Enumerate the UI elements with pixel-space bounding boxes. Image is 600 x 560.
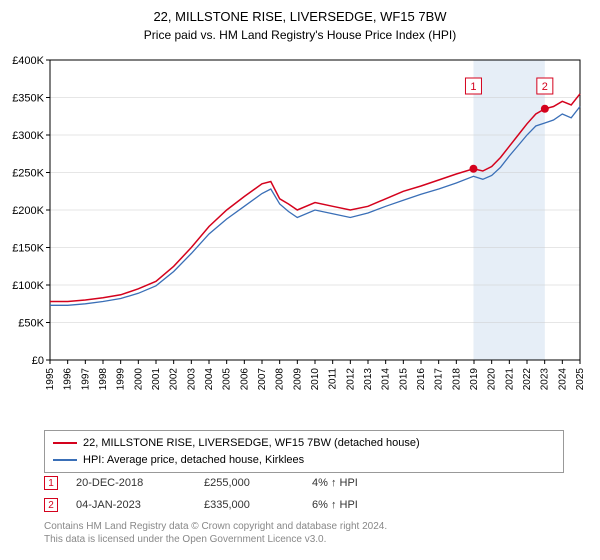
svg-text:£50K: £50K [18, 318, 44, 330]
legend-swatch-1 [53, 442, 77, 444]
svg-text:2023: 2023 [540, 368, 551, 391]
svg-text:2021: 2021 [504, 368, 515, 391]
sale-row: 2 04-JAN-2023 £335,000 6% ↑ HPI [44, 494, 432, 516]
svg-text:1: 1 [470, 81, 476, 93]
svg-text:£350K: £350K [12, 93, 44, 105]
svg-text:2004: 2004 [204, 368, 215, 391]
footer: Contains HM Land Registry data © Crown c… [44, 520, 387, 546]
sale-marker-1: 1 [44, 476, 58, 490]
svg-text:2011: 2011 [328, 368, 339, 390]
svg-text:2017: 2017 [434, 368, 445, 391]
svg-text:2016: 2016 [416, 368, 427, 391]
svg-text:2020: 2020 [487, 368, 498, 391]
sale-price: £335,000 [204, 499, 294, 511]
legend-label: 22, MILLSTONE RISE, LIVERSEDGE, WF15 7BW… [83, 435, 420, 452]
svg-text:£400K: £400K [12, 55, 44, 67]
svg-text:1996: 1996 [63, 368, 74, 391]
svg-text:1997: 1997 [80, 368, 91, 391]
svg-text:2024: 2024 [557, 368, 568, 391]
sale-row: 1 20-DEC-2018 £255,000 4% ↑ HPI [44, 472, 432, 494]
sale-date: 20-DEC-2018 [76, 477, 186, 489]
svg-text:2015: 2015 [398, 368, 409, 391]
svg-text:1999: 1999 [116, 368, 127, 391]
svg-text:2000: 2000 [133, 368, 144, 391]
svg-text:2018: 2018 [451, 368, 462, 391]
svg-text:2025: 2025 [575, 368, 586, 391]
footer-line-2: This data is licensed under the Open Gov… [44, 533, 387, 546]
svg-text:2001: 2001 [151, 368, 162, 391]
sale-price: £255,000 [204, 477, 294, 489]
chart-svg: £0 £50K £100K £150K £200K £250K £300K £350K £400… [0, 50, 600, 430]
svg-text:2022: 2022 [522, 368, 533, 391]
svg-text:2019: 2019 [469, 368, 480, 391]
legend-row: HPI: Average price, detached house, Kirk… [53, 452, 555, 469]
footer-line-1: Contains HM Land Registry data © Crown c… [44, 520, 387, 533]
svg-text:£100K: £100K [12, 280, 44, 292]
legend-label: HPI: Average price, detached house, Kirk… [83, 452, 304, 469]
chart-subtitle: Price paid vs. HM Land Registry's House … [0, 26, 600, 42]
svg-text:2: 2 [542, 81, 548, 93]
svg-text:£250K: £250K [12, 168, 44, 180]
svg-text:£200K: £200K [12, 205, 44, 217]
chart-title: 22, MILLSTONE RISE, LIVERSEDGE, WF15 7BW [0, 0, 600, 26]
sale-hpi: 4% ↑ HPI [312, 477, 432, 489]
svg-text:2002: 2002 [169, 368, 180, 391]
sale-marker-2: 2 [44, 498, 58, 512]
svg-text:2007: 2007 [257, 368, 268, 391]
svg-text:2009: 2009 [292, 368, 303, 391]
svg-text:2013: 2013 [363, 368, 374, 391]
chart-area: £0 £50K £100K £150K £200K £250K £300K £350K £400… [0, 50, 600, 430]
svg-text:1995: 1995 [45, 368, 56, 391]
svg-text:1998: 1998 [98, 368, 109, 391]
legend: 22, MILLSTONE RISE, LIVERSEDGE, WF15 7BW… [44, 430, 564, 473]
legend-row: 22, MILLSTONE RISE, LIVERSEDGE, WF15 7BW… [53, 435, 555, 452]
svg-text:2005: 2005 [222, 368, 233, 391]
sale-date: 04-JAN-2023 [76, 499, 186, 511]
svg-text:£0: £0 [32, 355, 44, 367]
sale-hpi: 6% ↑ HPI [312, 499, 432, 511]
svg-text:2010: 2010 [310, 368, 321, 391]
svg-text:2012: 2012 [345, 368, 356, 391]
svg-text:£300K: £300K [12, 130, 44, 142]
svg-text:2006: 2006 [239, 368, 250, 391]
svg-text:2008: 2008 [275, 368, 286, 391]
sales-table: 1 20-DEC-2018 £255,000 4% ↑ HPI 2 04-JAN… [44, 472, 432, 516]
svg-text:£150K: £150K [12, 243, 44, 255]
svg-text:2003: 2003 [186, 368, 197, 391]
legend-swatch-2 [53, 459, 77, 461]
svg-text:2014: 2014 [381, 368, 392, 391]
